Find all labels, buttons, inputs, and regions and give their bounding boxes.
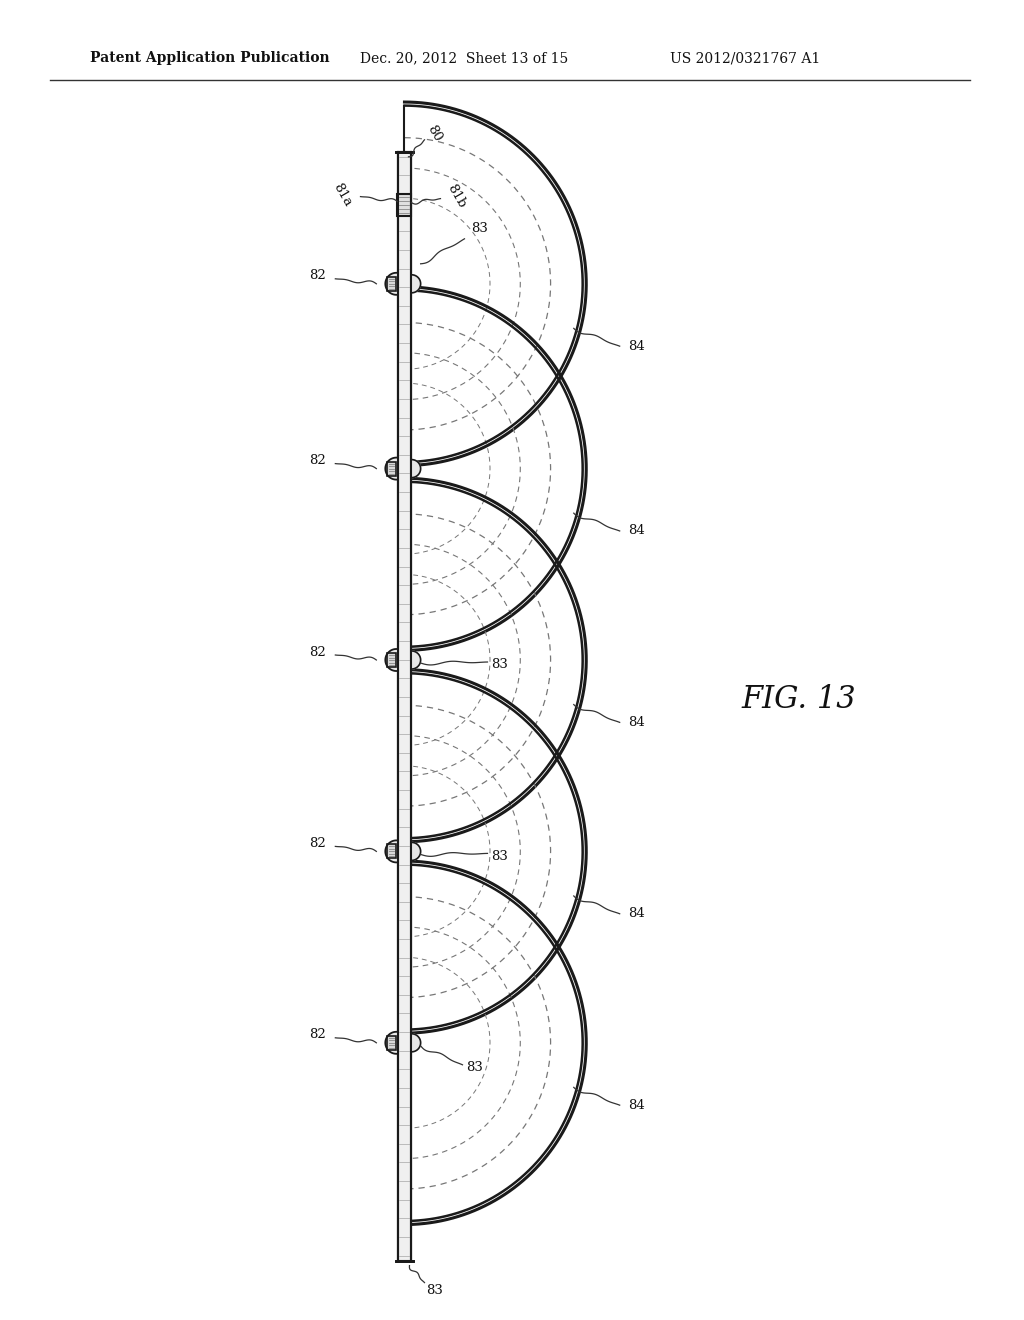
- Polygon shape: [412, 842, 421, 861]
- Text: 82: 82: [309, 837, 326, 850]
- Polygon shape: [385, 458, 396, 479]
- Bar: [387, 462, 396, 475]
- Text: 84: 84: [628, 339, 644, 352]
- Text: 83: 83: [471, 222, 487, 235]
- Polygon shape: [385, 649, 396, 671]
- Bar: [398, 152, 411, 1261]
- Polygon shape: [385, 841, 396, 862]
- Bar: [398, 152, 411, 1261]
- Bar: [387, 653, 396, 667]
- Text: 80: 80: [425, 123, 444, 144]
- Polygon shape: [404, 290, 583, 647]
- Bar: [387, 1036, 396, 1049]
- Polygon shape: [385, 273, 396, 294]
- Polygon shape: [412, 1034, 421, 1052]
- Bar: [387, 277, 396, 290]
- Text: 81b: 81b: [444, 182, 468, 211]
- Text: 82: 82: [309, 645, 326, 659]
- Bar: [397, 194, 412, 215]
- Text: US 2012/0321767 A1: US 2012/0321767 A1: [670, 51, 820, 65]
- Polygon shape: [412, 459, 421, 478]
- Text: 82: 82: [309, 454, 326, 467]
- Text: 84: 84: [628, 1098, 644, 1111]
- Polygon shape: [404, 106, 583, 462]
- Text: 84: 84: [628, 907, 644, 920]
- Text: 84: 84: [628, 524, 644, 537]
- Text: 82: 82: [309, 269, 326, 282]
- Polygon shape: [412, 275, 421, 293]
- Text: 82: 82: [309, 1028, 326, 1041]
- Polygon shape: [385, 1032, 396, 1053]
- Text: 84: 84: [628, 715, 644, 729]
- Text: FIG. 13: FIG. 13: [741, 684, 856, 715]
- Text: 83: 83: [466, 1061, 483, 1074]
- Polygon shape: [404, 482, 583, 838]
- Text: Dec. 20, 2012  Sheet 13 of 15: Dec. 20, 2012 Sheet 13 of 15: [360, 51, 568, 65]
- Polygon shape: [412, 651, 421, 669]
- Polygon shape: [404, 673, 583, 1030]
- Text: 81a: 81a: [331, 181, 354, 209]
- Text: 83: 83: [492, 850, 508, 863]
- Text: 83: 83: [426, 1284, 443, 1298]
- Bar: [387, 845, 396, 858]
- Text: 83: 83: [492, 659, 508, 672]
- Text: Patent Application Publication: Patent Application Publication: [90, 51, 330, 65]
- Polygon shape: [404, 865, 583, 1221]
